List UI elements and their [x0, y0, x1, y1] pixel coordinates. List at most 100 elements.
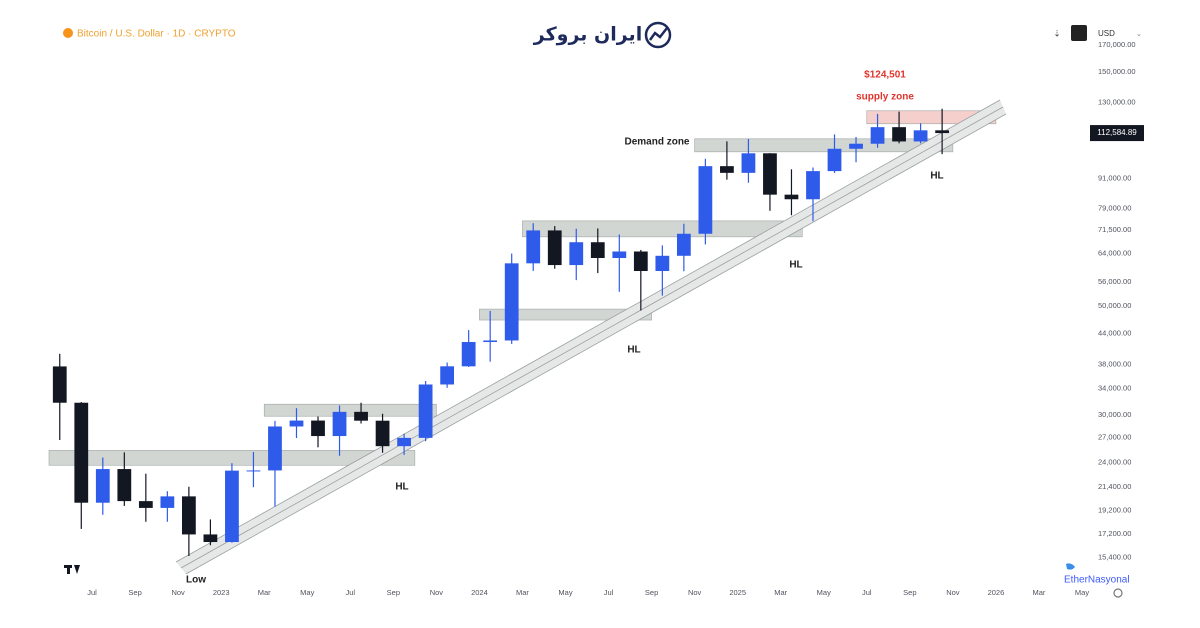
annotation: Demand zone	[624, 137, 689, 148]
currency-select[interactable]: ⇣ USD ⌄	[1053, 25, 1142, 41]
x-tick-label: Nov	[688, 588, 702, 597]
candle-body	[935, 130, 950, 134]
candle-body	[95, 469, 110, 503]
alert-icon: ⇣	[1053, 30, 1061, 40]
candle-body	[720, 166, 734, 173]
candle-body	[117, 469, 132, 502]
candle-body	[483, 340, 498, 343]
candle-body	[375, 420, 390, 447]
x-tick-label: 2023	[213, 588, 230, 597]
zone	[479, 308, 652, 321]
y-tick-label: 21,400.00	[1098, 482, 1131, 491]
x-tick-label: Jul	[604, 588, 614, 597]
channel-line	[185, 113, 1007, 575]
x-tick-label: 2024	[471, 588, 488, 597]
currency-label: USD	[1098, 29, 1115, 38]
y-tick-label: 44,000.00	[1098, 328, 1131, 337]
y-tick-label: 30,000.00	[1098, 410, 1131, 419]
candle-body	[418, 384, 433, 438]
x-tick-label: May	[1075, 588, 1089, 597]
candle-body	[138, 501, 153, 508]
candle-body	[892, 127, 906, 142]
candles	[52, 108, 950, 557]
candle-body	[590, 242, 605, 258]
zones	[48, 110, 997, 466]
candle-body	[504, 263, 519, 341]
candle-body	[526, 230, 541, 264]
watermark-icon	[1066, 563, 1075, 570]
last-price-label: 112,584.89	[1097, 128, 1137, 137]
candle-body	[74, 402, 89, 503]
y-tick-label: 19,200.00	[1098, 505, 1131, 514]
y-tick-label: 64,000.00	[1098, 249, 1131, 258]
candle-body	[612, 251, 627, 258]
candle-body	[354, 411, 368, 421]
y-tick-label: 150,000.00	[1098, 67, 1136, 76]
candle-body	[225, 470, 239, 543]
candle-body	[698, 166, 713, 234]
x-tick-label: Sep	[903, 588, 916, 597]
x-tick-label: Nov	[430, 588, 444, 597]
x-tick-label: Mar	[1032, 588, 1045, 597]
candle-body	[569, 242, 584, 266]
settings-icon[interactable]	[1113, 588, 1123, 598]
x-tick-label: Mar	[774, 588, 787, 597]
x-tick-label: Jul	[862, 588, 872, 597]
x-tick-label: Jul	[345, 588, 355, 597]
y-tick-label: 71,500.00	[1098, 225, 1131, 234]
annotation: $124,501	[864, 70, 906, 81]
candle-body	[827, 148, 842, 172]
candle-body	[676, 233, 691, 256]
candle-body	[52, 366, 67, 403]
x-tick-label: May	[300, 588, 314, 597]
logo-text: ایران بروکر	[533, 24, 642, 46]
tv-logo-part	[67, 565, 70, 574]
annotation: HL	[627, 345, 640, 356]
channel-line	[175, 99, 1001, 563]
watermark: EtherNasyonal	[1064, 563, 1130, 586]
trend-channel	[175, 99, 1007, 575]
y-tick-label: 170,000.00	[1098, 40, 1136, 49]
candle-body	[289, 420, 304, 427]
y-tick-label: 34,000.00	[1098, 383, 1131, 392]
last-price-tag	[1090, 125, 1144, 142]
x-tick-label: 2026	[988, 588, 1005, 597]
x-tick-label: Mar	[258, 588, 271, 597]
currency-icon	[1071, 25, 1087, 41]
y-tick-label: 56,000.00	[1098, 277, 1131, 286]
candle-body	[311, 420, 325, 437]
candle-body	[268, 426, 282, 471]
candle-body	[461, 342, 476, 367]
candle-body	[784, 194, 799, 200]
x-tick-label: May	[817, 588, 831, 597]
annotation: Low	[186, 575, 206, 586]
watermark-text: EtherNasyonal	[1064, 575, 1130, 586]
zone	[694, 138, 954, 153]
zone	[522, 220, 803, 238]
y-tick-label: 91,000.00	[1098, 173, 1131, 182]
dropdown-arrow: ⌄	[1136, 30, 1142, 38]
y-tick-label: 79,000.00	[1098, 204, 1131, 213]
candle-body	[849, 143, 863, 149]
axes: 15,400.00 17,200.00 19,200.00 21,400.00 24,0…	[87, 40, 1144, 597]
annotation: HL	[930, 171, 943, 182]
x-tick-label: Sep	[128, 588, 141, 597]
y-tick-label: 15,400.00	[1098, 552, 1131, 561]
x-tick-label: Sep	[387, 588, 400, 597]
candle-body	[397, 437, 411, 447]
x-tick-label: Sep	[645, 588, 658, 597]
y-tick-label: 27,000.00	[1098, 433, 1131, 442]
y-tick-label: 50,000.00	[1098, 301, 1131, 310]
channel-line	[180, 106, 1004, 569]
candle-body	[655, 255, 670, 272]
candle-body	[181, 496, 196, 535]
x-tick-label: Jul	[87, 588, 97, 597]
y-tick-label: 130,000.00	[1098, 97, 1136, 106]
candle-body	[763, 153, 777, 195]
candle-body	[806, 171, 820, 200]
candle-body	[440, 366, 455, 385]
annotation: HL	[789, 260, 802, 271]
logo-icon-arrow	[648, 27, 668, 41]
x-tick-label: Mar	[516, 588, 529, 597]
